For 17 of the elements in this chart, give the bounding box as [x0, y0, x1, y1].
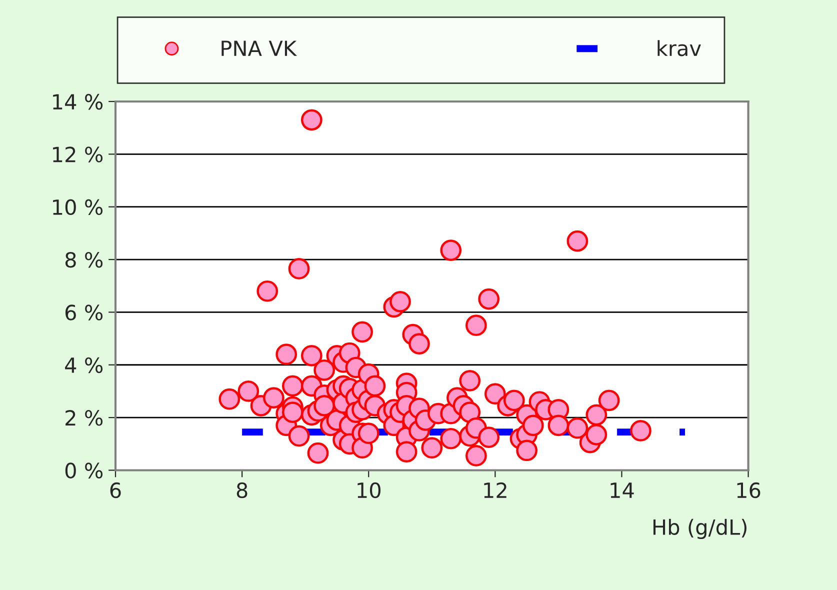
y-tick-label: 12 %: [53, 146, 103, 162]
x-tick-label: 14: [610, 482, 634, 498]
x-tick-label: 12: [484, 482, 506, 498]
y-tick-label: 2 %: [66, 410, 103, 426]
x-tick-label: 6: [110, 482, 121, 498]
x-tick-label: 16: [737, 482, 760, 498]
y-tick-label: 8 %: [65, 252, 103, 268]
y-tick-label: 4 %: [65, 357, 103, 374]
y-tick-label: 6 %: [65, 304, 103, 320]
y-tick-label: 14 %: [53, 94, 103, 110]
legend-label: PNA VK: [222, 40, 298, 56]
y-tick-label: 0 %: [65, 462, 103, 478]
x-axis-title: Hb (g/dL): [653, 518, 746, 540]
x-tick-label: 10: [358, 482, 380, 498]
y-tick-label: 10 %: [53, 199, 103, 216]
legend-label: krav: [658, 40, 701, 56]
x-tick-label: 8: [236, 482, 248, 498]
